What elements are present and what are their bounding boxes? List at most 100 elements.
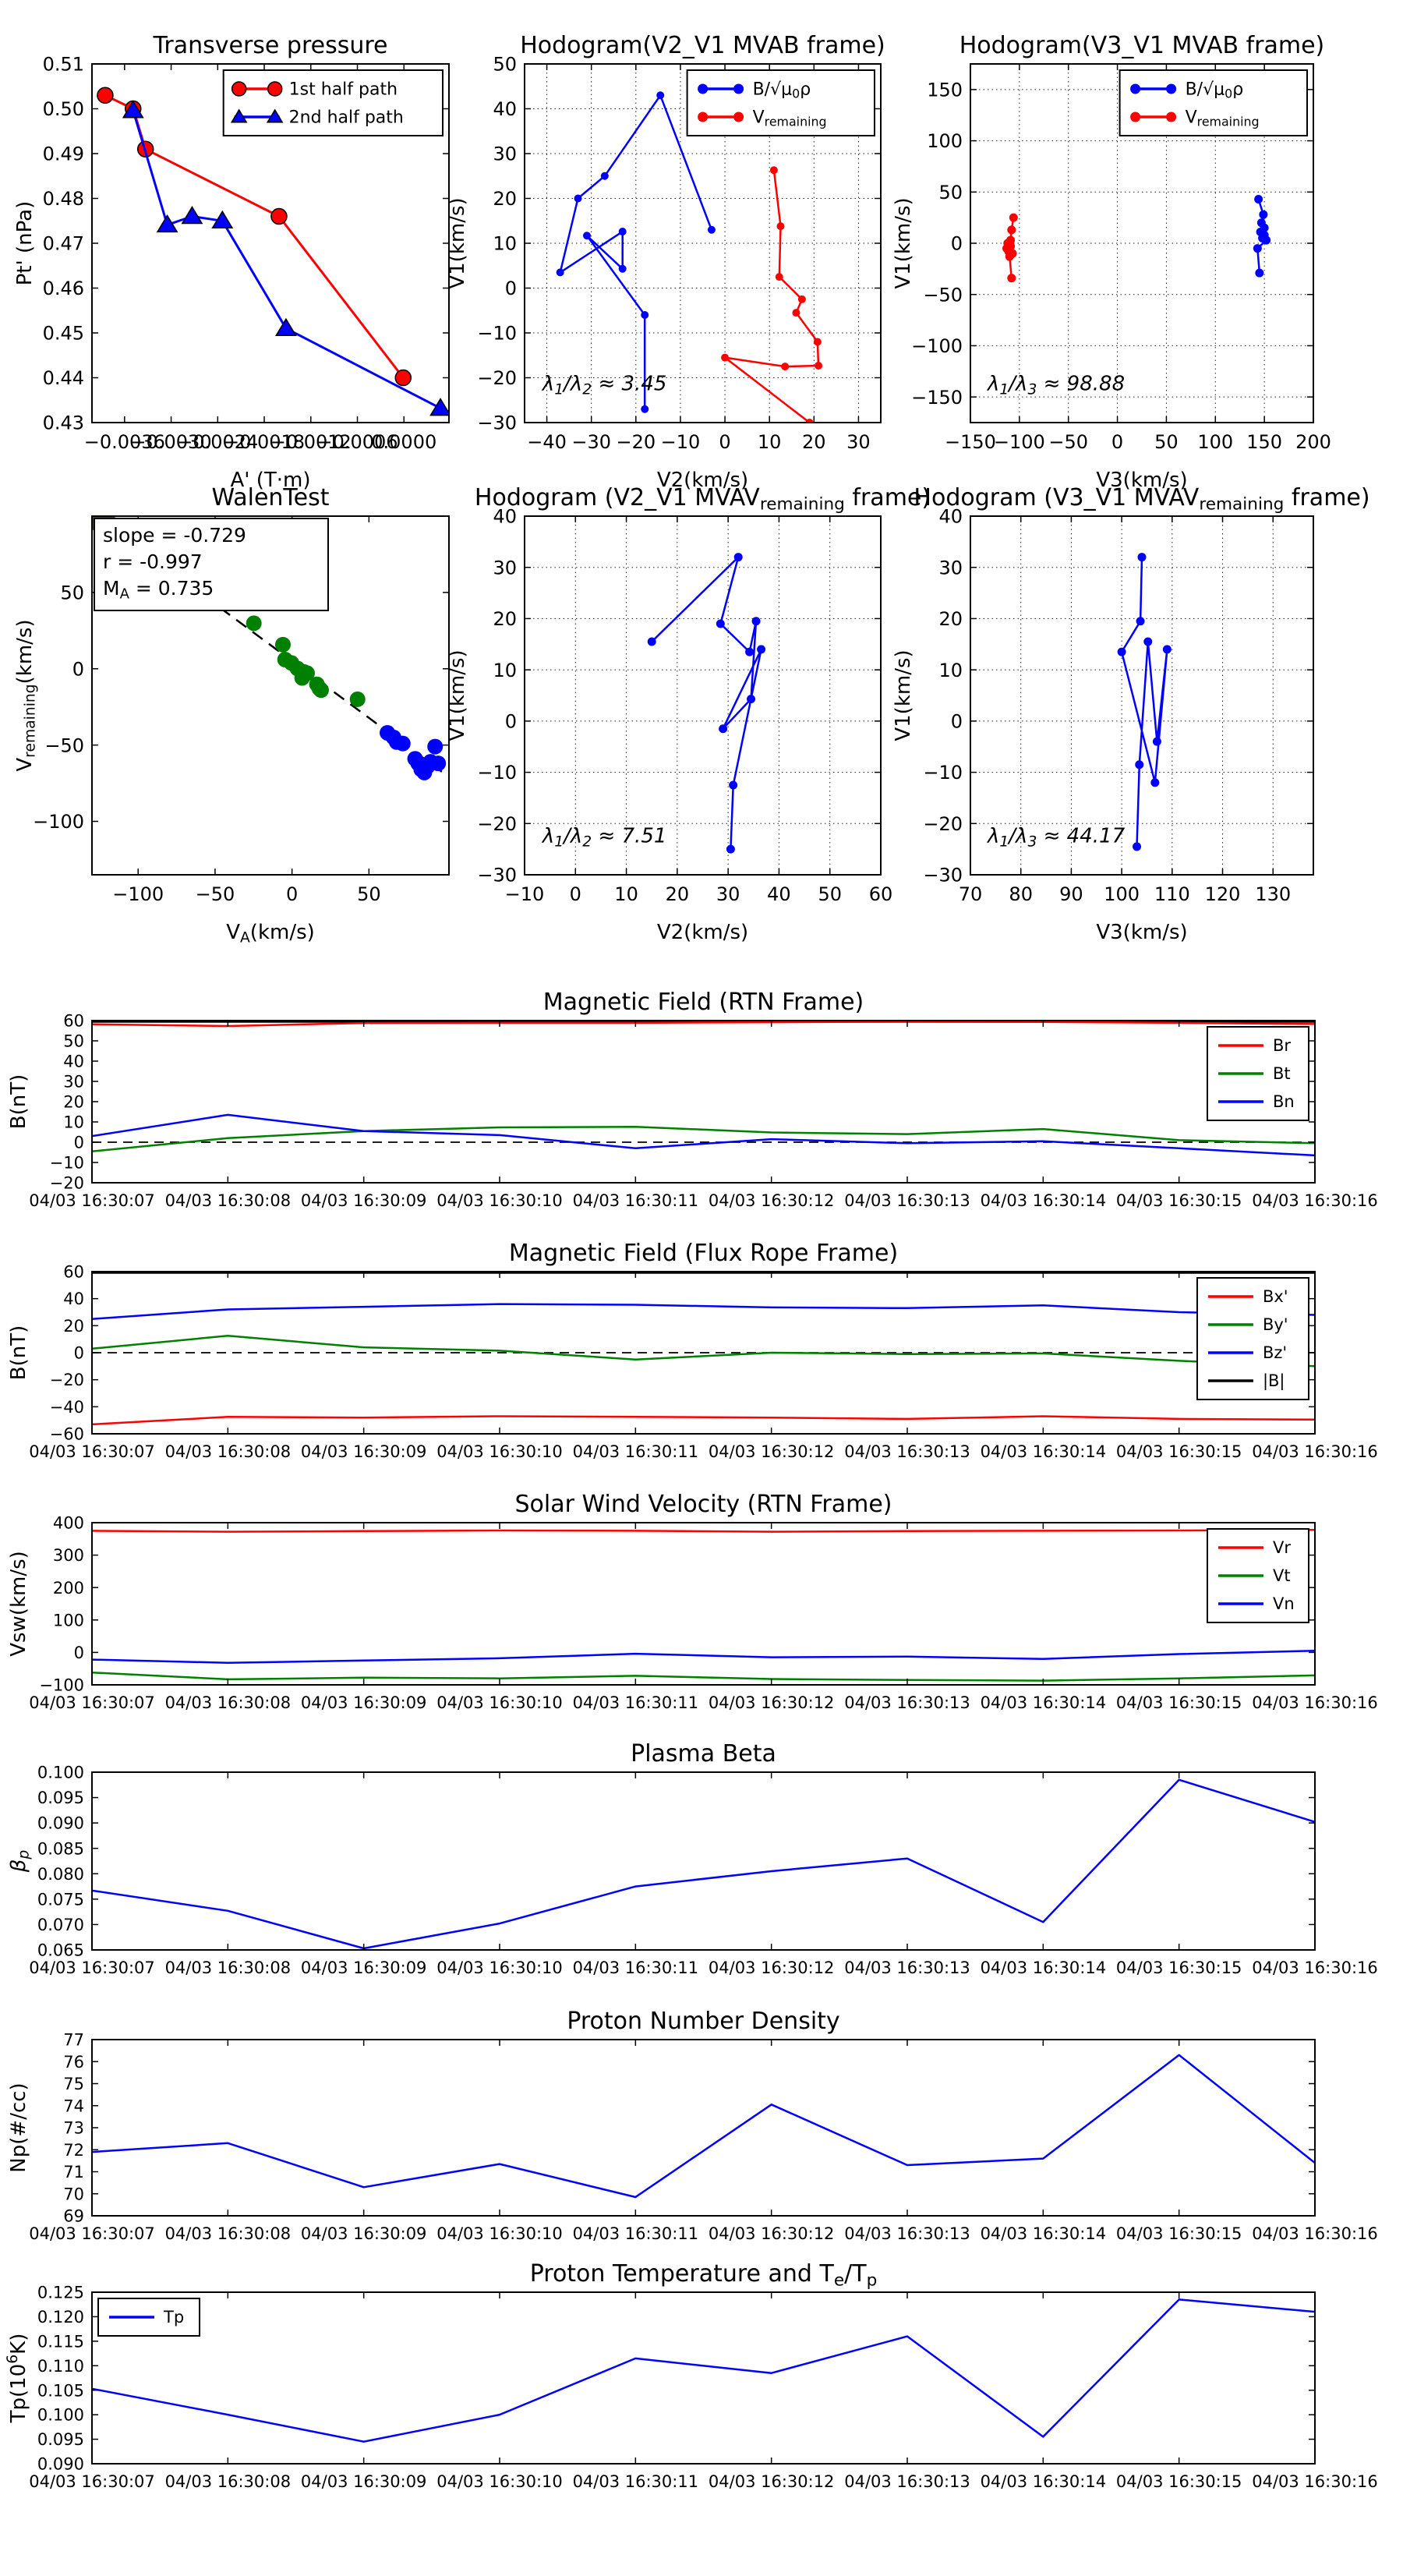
data-point <box>641 311 649 319</box>
data-point <box>1162 645 1172 654</box>
data-point <box>1259 210 1268 219</box>
plot-area <box>92 1272 1315 1426</box>
data-point <box>1137 553 1147 562</box>
series-vt <box>92 1671 1315 1682</box>
x-tick-label: 04/03 16:30:16 <box>1252 1693 1378 1712</box>
series-np <box>92 2054 1315 2199</box>
data-point <box>429 398 449 416</box>
plot-area <box>1002 194 1271 283</box>
y-tick-label: 0 <box>74 1644 84 1662</box>
chart-hodogram-v3v1-mvav: 70 80 90 100 110 120 130 −30 −20 −10 0 10 20 30 40Hodo… <box>892 484 1370 944</box>
legend-label: Bt <box>1273 1064 1291 1083</box>
chart-title: Magnetic Field (Flux Rope Frame) <box>509 1240 898 1267</box>
x-tick-label: −0.0024 <box>177 431 258 453</box>
y-axis-label: βp <box>7 1850 33 1874</box>
legend: Vr Vt Vn <box>1206 1528 1309 1623</box>
y-tick-label: −100 <box>33 811 84 833</box>
y-axis-label: V1(km/s) <box>892 197 915 288</box>
y-tick-label: −30 <box>477 412 517 434</box>
chart-magnetic-field-rtn: 04/03 16:30:07 04/03 16:30:08 04/03 16:30:… <box>7 989 1378 1210</box>
data-point <box>707 225 716 234</box>
data-point <box>1152 737 1161 746</box>
x-axis-label: V3(km/s) <box>1096 921 1187 944</box>
y-tick-label: 0.44 <box>43 367 84 389</box>
legend: Br Bt Bn <box>1206 1026 1309 1121</box>
x-tick-label: 20 <box>802 431 826 453</box>
x-axis-label: V3(km/s) <box>1096 469 1187 492</box>
y-tick-label: 0.46 <box>43 278 84 299</box>
data-point <box>792 309 800 317</box>
y-tick-label: 0.48 <box>43 188 84 210</box>
chart-hodogram-v2v1-mvab: −40 −30 −20 −10 0 10 20 30−30−20−1001020304050H… <box>446 32 885 492</box>
plot-area <box>1117 553 1172 851</box>
y-tick-label: 0.120 <box>37 2308 84 2327</box>
y-tick-label: 50 <box>60 582 84 604</box>
y-tick-label: 10 <box>493 233 517 255</box>
x-tick-label: 04/03 16:30:10 <box>436 2472 563 2491</box>
y-tick-label: 0.095 <box>37 1789 84 1807</box>
x-tick-label: 04/03 16:30:09 <box>301 1442 427 1461</box>
data-point <box>394 735 411 752</box>
y-tick-label: 60 <box>63 1012 84 1031</box>
x-tick-label: 04/03 16:30:13 <box>844 1442 970 1461</box>
stats-box <box>94 518 329 611</box>
series-b-0- <box>559 94 713 409</box>
legend-label: Vremaining <box>1186 108 1260 129</box>
lambda-ratio-annotation: λ1/λ2 ≈ 3.45 <box>541 373 667 398</box>
y-tick-label: −20 <box>923 813 963 835</box>
data-point <box>181 206 203 225</box>
chart-title: Transverse pressure <box>152 32 387 59</box>
x-tick-label: 150 <box>1246 431 1282 453</box>
data-point <box>747 695 756 704</box>
x-tick-label: 04/03 16:30:13 <box>844 2472 970 2491</box>
series-v3-v1-path <box>1120 557 1168 847</box>
legend: B/√μ0ρ Vremaining <box>1119 69 1308 136</box>
y-tick-label: 0 <box>951 710 963 732</box>
chart-proton-number-density: 04/03 16:30:07 04/03 16:30:08 04/03 16:30:… <box>7 2008 1378 2243</box>
chart-plasma-beta: 04/03 16:30:07 04/03 16:30:08 04/03 16:30:… <box>7 1740 1378 1977</box>
data-point <box>745 647 755 656</box>
lambda-ratio-annotation: λ1/λ3 ≈ 44.17 <box>986 825 1126 851</box>
x-tick-label: 200 <box>1295 431 1331 453</box>
legend-sample-marker <box>733 83 744 94</box>
series-vn <box>92 1650 1315 1664</box>
chart-title: Hodogram (V2_V1 MVAVremaining frame) <box>475 484 931 514</box>
y-tick-label: 0 <box>505 710 517 732</box>
x-axis-label: V2(km/s) <box>657 921 748 944</box>
data-point <box>751 617 761 626</box>
y-axis-label: V1(km/s) <box>892 649 915 741</box>
legend-sample-marker <box>698 111 709 122</box>
data-point <box>726 844 735 854</box>
x-tick-label: 04/03 16:30:15 <box>1116 1693 1242 1712</box>
y-tick-label: 0 <box>72 658 84 680</box>
y-tick-label: −20 <box>477 813 517 835</box>
data-point <box>1135 760 1144 770</box>
data-point <box>1009 213 1018 222</box>
data-point <box>574 194 582 203</box>
data-point <box>805 419 814 423</box>
x-tick-label: 04/03 16:30:07 <box>29 1693 155 1712</box>
plot-area <box>647 553 766 854</box>
legend: 1st half path 2nd half path <box>222 69 444 136</box>
x-tick-label: 04/03 16:30:09 <box>301 1959 427 1977</box>
legend: Bx' By' Bz' |B| <box>1196 1277 1309 1400</box>
series-v-remaining <box>723 170 820 423</box>
x-tick-label: 100 <box>1197 431 1233 453</box>
y-axis-label: B(nT) <box>7 1325 30 1380</box>
x-tick-label: 04/03 16:30:10 <box>436 1959 563 1977</box>
x-tick-label: 10 <box>614 883 638 905</box>
series-1st-half-path <box>104 94 405 379</box>
y-axis-label: V1(km/s) <box>446 649 469 741</box>
x-tick-label: 04/03 16:30:11 <box>573 1442 699 1461</box>
data-point <box>294 670 310 686</box>
y-tick-label: 71 <box>63 2163 84 2181</box>
y-tick-label: −20 <box>50 1174 84 1193</box>
data-point <box>430 755 447 772</box>
y-tick-label: 50 <box>63 1032 84 1051</box>
x-tick-label: 04/03 16:30:08 <box>165 2472 292 2491</box>
data-point <box>1254 194 1263 203</box>
x-tick-label: 04/03 16:30:15 <box>1116 1959 1242 1977</box>
legend-label: Br <box>1273 1036 1291 1055</box>
y-tick-label: 74 <box>63 2097 84 2115</box>
